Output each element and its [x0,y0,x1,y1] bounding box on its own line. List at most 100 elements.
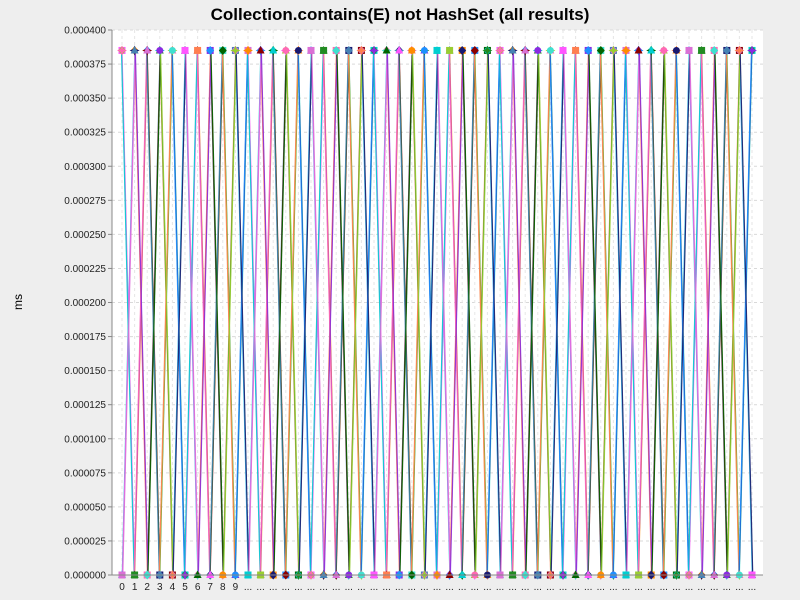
series-line-segment [120,50,135,576]
x-tick-label: ... [697,582,705,593]
y-tick-label: 0.000225 [64,264,106,275]
series-line-segment [512,50,527,576]
data-point-marker [143,45,152,54]
x-tick-label: 6 [195,582,201,593]
series-line-segment [273,50,288,576]
x-tick-label: ... [622,582,630,593]
series-line-segment [246,50,261,576]
y-tick-label: 0.000175 [64,332,106,343]
x-tick-label: ... [332,582,340,593]
x-tick-label: ... [294,582,302,593]
series-line-segment [347,50,362,576]
series-line-segment [563,50,577,576]
data-point-marker [458,45,467,55]
data-point-marker [420,46,428,54]
y-tick-label: 0.000325 [64,128,106,139]
data-point-marker [559,46,567,54]
data-point-marker [206,570,215,578]
series-line-segment [599,50,614,576]
series-line-segment [260,50,275,576]
x-tick-label: ... [445,582,453,593]
x-tick-label: 7 [207,582,213,593]
data-point-marker [433,46,441,54]
series-line-segment [248,50,262,576]
data-point-marker [382,45,391,54]
series-line-segment [738,50,753,576]
series-line-segment [561,50,576,576]
series-line-segment [222,50,237,576]
x-tick-label: ... [357,582,365,593]
x-tick-label: ... [534,582,542,593]
x-tick-label: ... [269,582,277,593]
series-line-segment [221,50,236,576]
x-tick-label: ... [609,582,617,593]
x-tick-label: ... [597,582,605,593]
x-tick-label: ... [559,582,567,593]
data-point-marker [256,45,265,54]
series-line-segment [360,50,375,576]
data-point-marker [194,46,202,54]
series-line-segment [147,50,162,576]
series-line-segment [183,50,198,576]
y-tick-label: 0.000125 [64,400,106,411]
series-line-segment [473,50,488,576]
data-point-marker [230,45,241,56]
series-line-segment [399,50,414,576]
series-line-segment [423,50,438,576]
series-line-segment [461,50,475,576]
x-tick-label: ... [319,582,327,593]
data-point-marker [458,570,467,578]
data-point-marker [660,46,668,54]
data-point-marker [508,45,517,54]
series-line-segment [272,50,286,576]
x-tick-label: ... [660,582,668,593]
series-line-segment [700,50,715,576]
data-point-marker [647,45,656,54]
x-tick-label: 8 [220,582,226,593]
x-tick-label: ... [634,582,642,593]
data-point-marker [294,46,302,54]
x-tick-label: ... [408,582,416,593]
x-tick-label: ... [508,582,516,593]
series-line-segment [424,50,439,576]
data-point-marker [168,46,176,54]
series-line-segment [500,50,514,576]
series-line-segment [537,50,552,576]
data-point-marker [572,46,580,54]
chart-title: Collection.contains(E) not HashSet (all … [211,5,590,24]
x-tick-label: 3 [157,582,163,593]
series-line-segment [322,50,337,576]
data-point-marker [356,45,367,56]
x-tick-label: ... [735,582,743,593]
series-line-segment [374,50,388,576]
data-point-marker [181,46,189,54]
series-line-segment [336,50,351,576]
data-point-marker [193,570,202,578]
series-line-segment [159,50,174,576]
x-tick-label: ... [546,582,554,593]
series-line-segment [437,50,451,576]
data-point-marker [282,46,290,54]
series-line-segment [122,50,136,576]
series-line-segment [398,50,412,576]
series-line-segment [613,50,628,576]
series-line-segment [209,50,223,576]
data-point-marker [546,46,554,54]
x-tick-label: ... [307,582,315,593]
series-line-segment [487,50,502,576]
series-line-segment [298,50,313,576]
series-line-segment [574,50,589,576]
series-line-segment [411,50,426,576]
series-line-segment [588,50,603,576]
x-tick-label: 5 [182,582,188,593]
y-tick-label: 0.000350 [64,94,106,105]
data-point-marker [369,45,379,56]
y-tick-label: 0.000150 [64,366,106,377]
data-point-marker [596,45,605,55]
data-point-marker [621,45,631,56]
data-point-marker [521,45,530,54]
series-line-segment [662,50,677,576]
data-point-marker [685,46,693,54]
data-point-marker [320,46,328,54]
x-tick-label: ... [672,582,680,593]
